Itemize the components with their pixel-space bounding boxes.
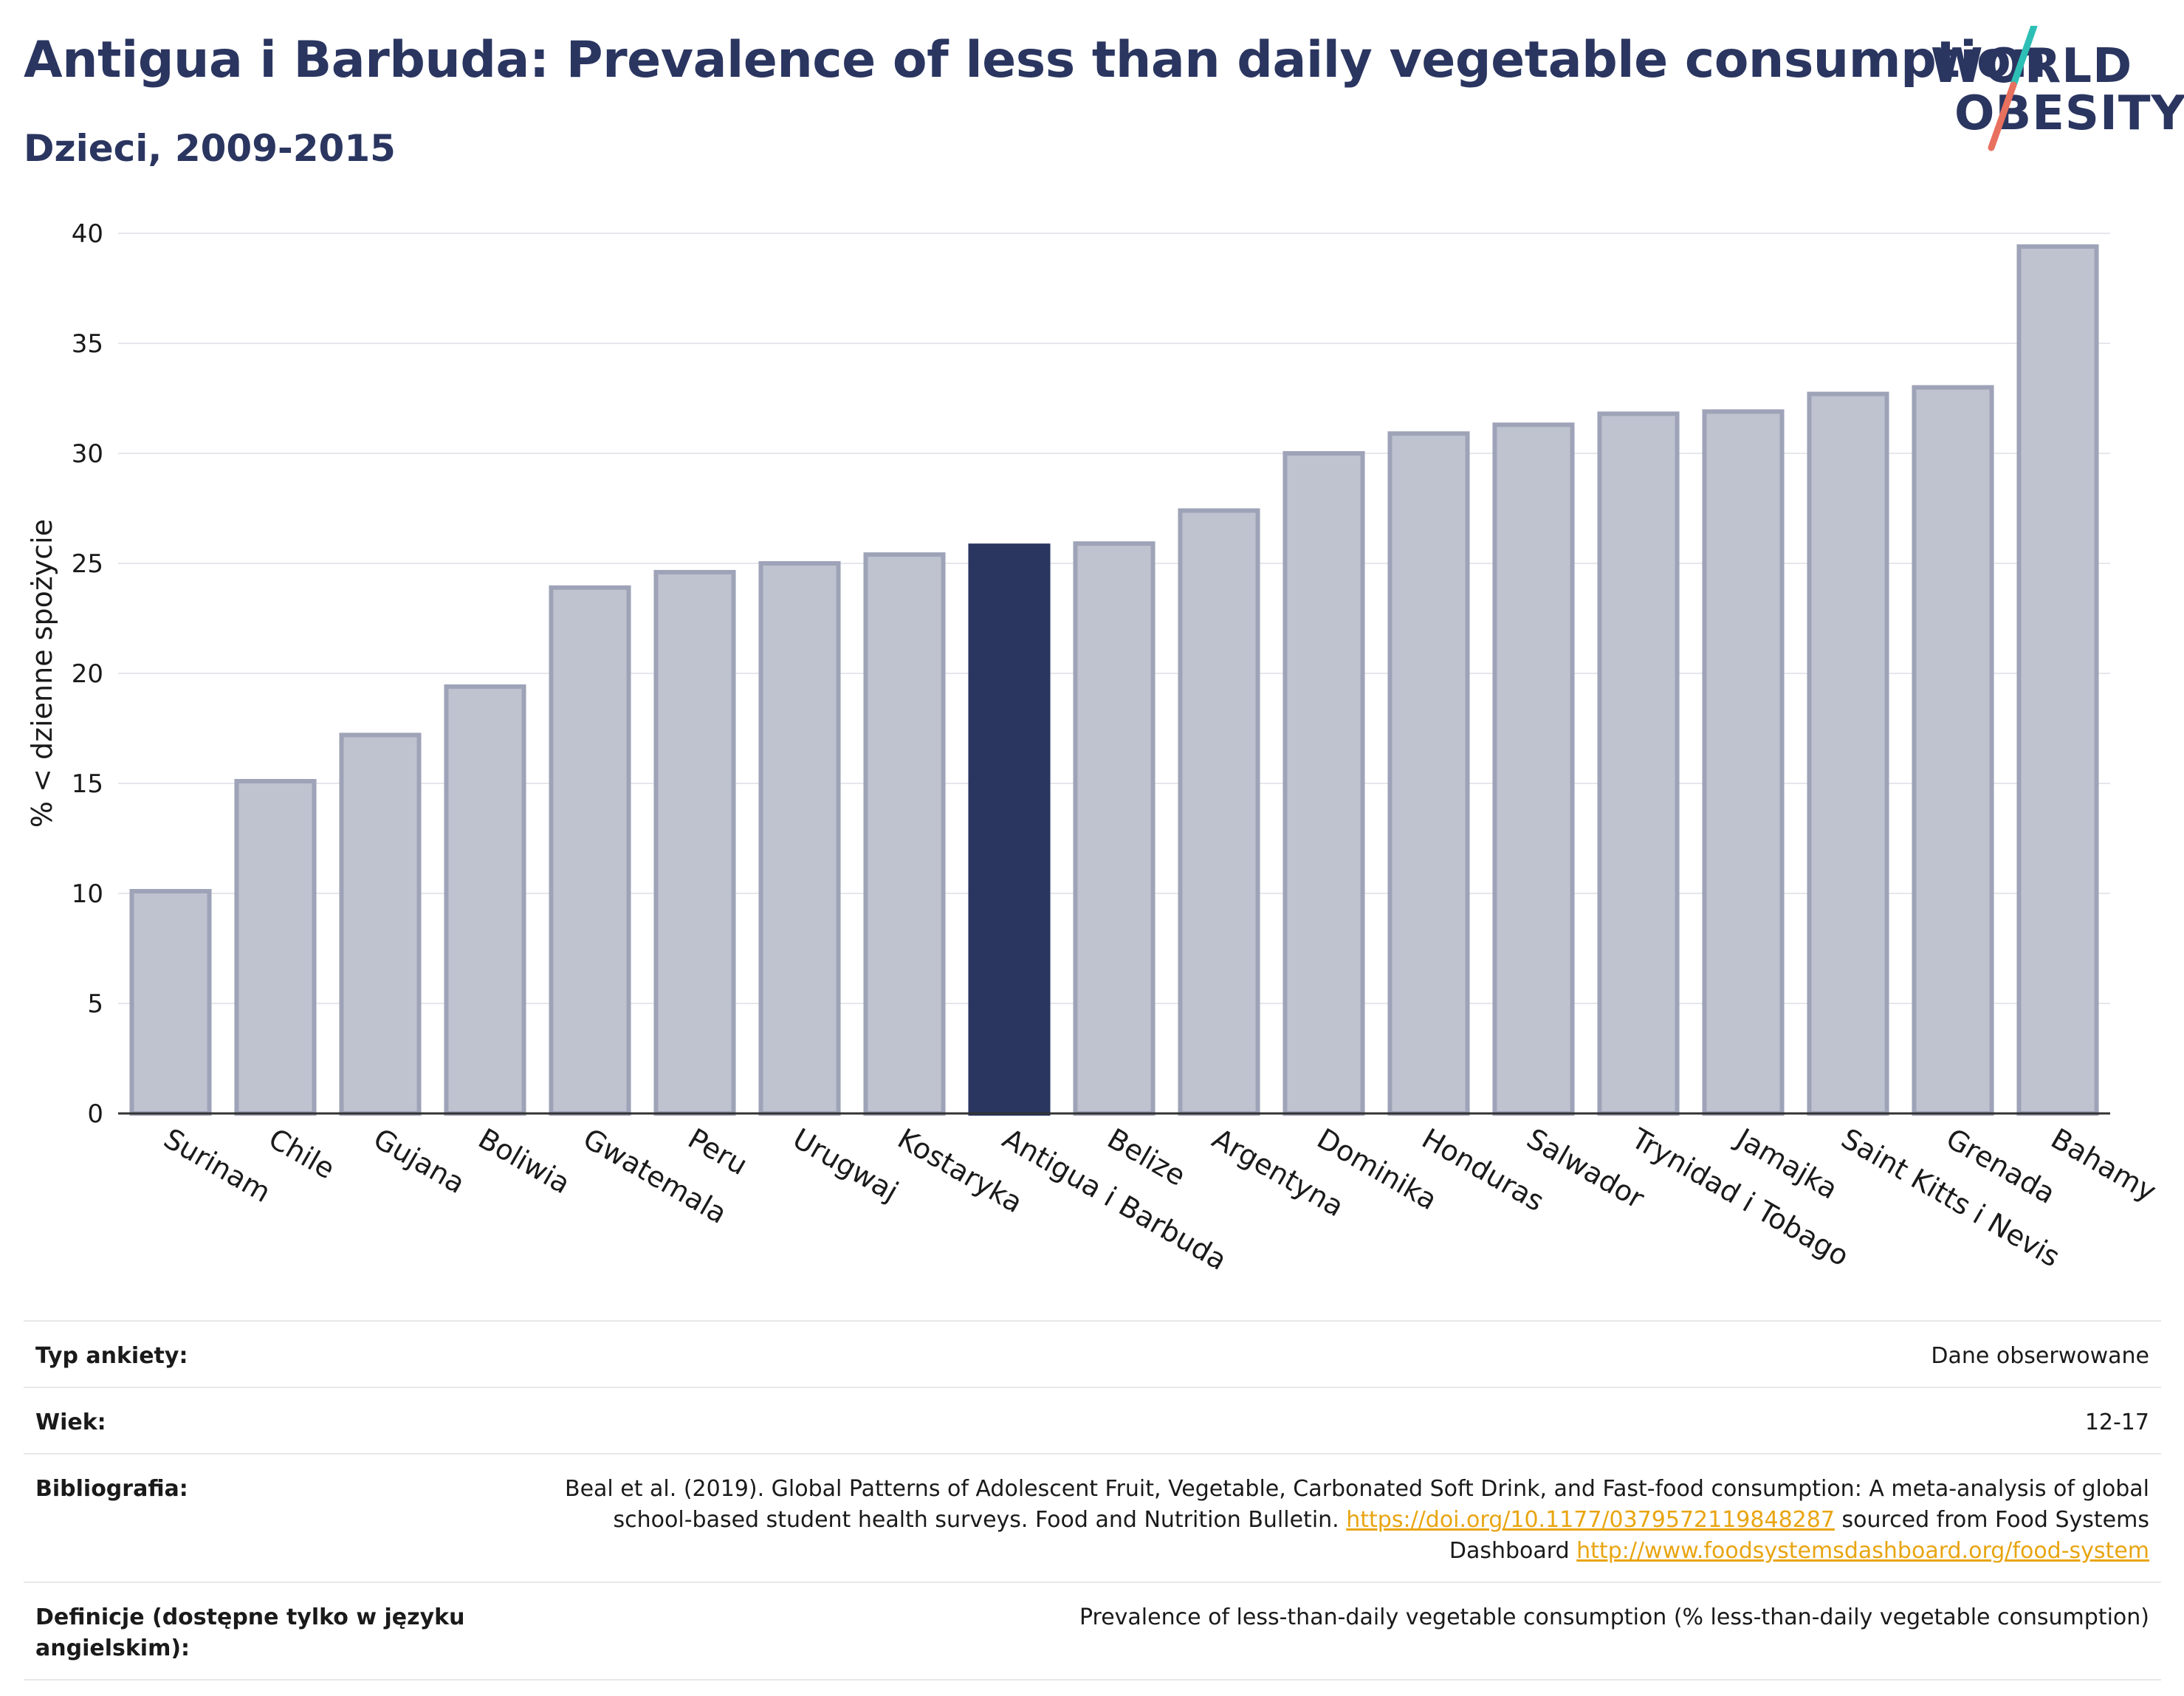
y-tick-label: 30 [72, 439, 103, 469]
y-tick-label: 5 [87, 989, 103, 1019]
bar-grenada [1912, 385, 1994, 1116]
y-tick-label: 10 [72, 879, 103, 909]
logo-line-2: OBESITY [1954, 86, 2184, 141]
bar-kostaryka [863, 552, 946, 1116]
y-tick-label: 20 [72, 659, 103, 689]
logo-line-1: WORLD [1931, 39, 2133, 94]
info-row-survey-type: Typ ankiety: Dane obserwowane [24, 1320, 2161, 1387]
info-row-age: Wiek: 12-17 [24, 1387, 2161, 1453]
world-obesity-logo: WORLD OBESITY [1931, 26, 2184, 155]
chart-title: Antigua i Barbuda: Prevalence of less th… [24, 31, 2047, 89]
x-tick-label: Chile [264, 1122, 340, 1186]
x-tick-label: Urugwaj [788, 1122, 904, 1208]
survey-type-value: Dane obserwowane [1931, 1343, 2149, 1369]
x-tick-label: Bahamy [2046, 1122, 2162, 1208]
info-row-definitions: Definicje (dostępne tylko w języku angie… [24, 1582, 2161, 1680]
survey-type-label: Typ ankiety: [35, 1343, 188, 1369]
bar-belize [1073, 541, 1155, 1116]
bar-trynidad-i-tobago [1597, 411, 1680, 1116]
y-tick-label: 35 [72, 329, 103, 359]
bar-gujana [339, 732, 422, 1116]
logo-slash-icon [1988, 26, 2038, 151]
x-tick-label: Gujana [368, 1122, 471, 1200]
y-tick-label: 25 [72, 549, 103, 579]
info-row-bibliography: Bibliografia: Beal et al. (2019). Global… [24, 1453, 2161, 1582]
y-tick-label: 15 [72, 769, 103, 799]
bar-surinam [129, 889, 212, 1116]
bar-bahamy [2016, 244, 2099, 1116]
bar-chile [234, 779, 317, 1116]
y-tick-label: 0 [87, 1099, 103, 1129]
bibliography-text-2: sourced from Food Systems Dashboard [1449, 1507, 2149, 1564]
bar-saint-kitts-i-nevis [1807, 391, 1889, 1116]
bar-salwador [1492, 422, 1575, 1116]
bar-argentyna [1178, 508, 1260, 1116]
bar-urugwaj [758, 561, 841, 1116]
y-tick-label: 40 [72, 219, 103, 249]
definitions-label: Definicje (dostępne tylko w języku angie… [35, 1604, 465, 1661]
age-label: Wiek: [35, 1410, 106, 1435]
bar-dominika [1282, 451, 1365, 1116]
bibliography-value: Beal et al. (2019). Global Patterns of A… [493, 1474, 2149, 1567]
bar-gwatemala [549, 585, 631, 1116]
age-value: 12-17 [2084, 1410, 2149, 1435]
doi-link[interactable]: https://doi.org/10.1177/0379572119848287 [1346, 1507, 1835, 1533]
food-systems-link[interactable]: http://www.foodsystemsdashboard.org/food… [1576, 1538, 2149, 1564]
bibliography-label: Bibliografia: [35, 1476, 188, 1502]
info-table: Typ ankiety: Dane obserwowane Wiek: 12-1… [24, 1320, 2161, 1680]
x-tick-label: Surinam [159, 1122, 277, 1209]
bar-antigua-i-barbuda [968, 543, 1051, 1116]
bar-chart: 0 5 10 15 20 25 30 35 40 % < dzienne spożycie Suri… [26, 219, 2162, 1277]
x-tick-label: Boliwia [473, 1122, 576, 1201]
bar-honduras [1387, 431, 1470, 1116]
bar-jamajka [1702, 409, 1785, 1116]
chart-subtitle: Dzieci, 2009-2015 [24, 127, 396, 170]
bar-boliwia [444, 684, 526, 1116]
y-axis-title: % < dzienne spożycie [26, 519, 58, 828]
bibliography-text-1: Beal et al. (2019). Global Patterns of A… [564, 1476, 2149, 1533]
definitions-value: Prevalence of less-than-daily vegetable … [1079, 1604, 2149, 1630]
x-tick-label: Peru [683, 1122, 753, 1181]
bar-peru [653, 569, 736, 1116]
